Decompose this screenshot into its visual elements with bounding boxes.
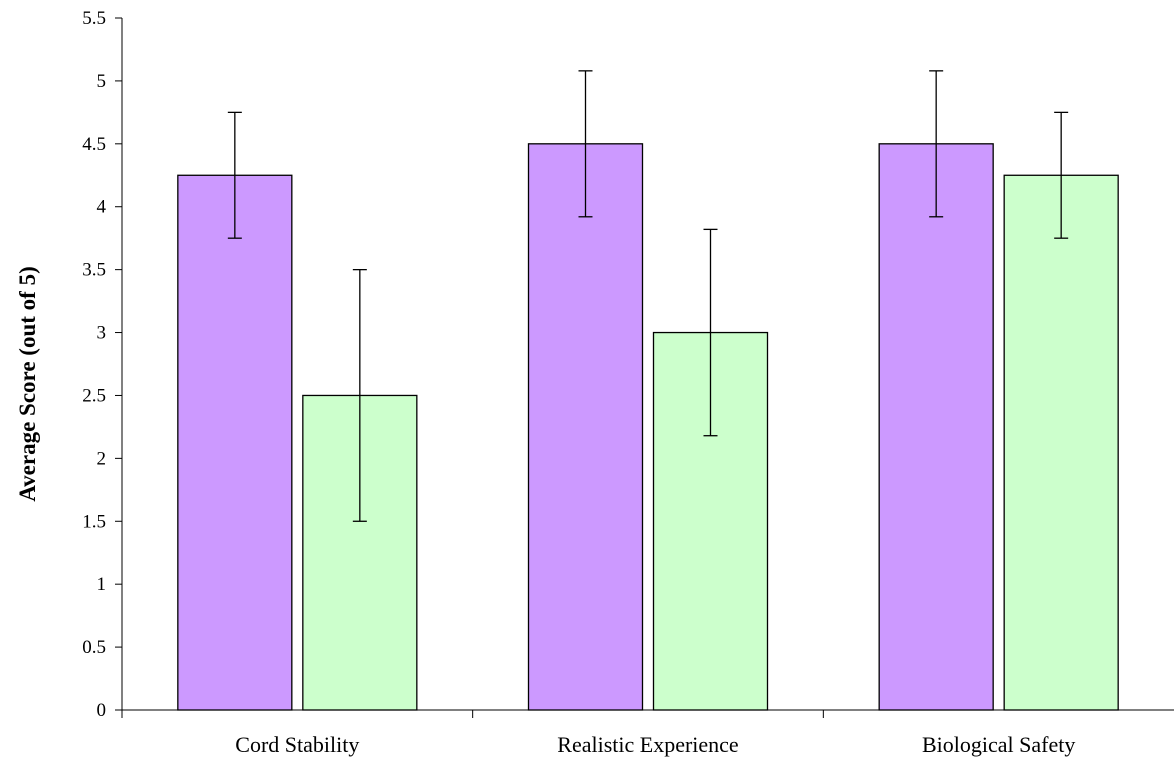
y-tick-label: 5.5 (82, 8, 106, 29)
y-tick-label: 4 (97, 197, 107, 218)
x-ticks-layer: Cord Stability Realistic Experience Biolog… (121, 710, 1075, 757)
y-axis-title: Average Score (out of 5) (15, 266, 40, 501)
bar (527, 143, 644, 711)
y-tick-label: 1 (97, 574, 107, 595)
y-tick-label: 0.5 (82, 637, 106, 658)
x-category-label: Biological Safety (922, 732, 1075, 757)
y-tick-label: 5 (97, 71, 107, 92)
y-tick-label: 2 (97, 448, 107, 469)
x-category-label: Cord Stability (235, 732, 359, 757)
axes-layer (121, 18, 1174, 711)
y-tick-label: 3 (97, 323, 107, 344)
bars-layer (177, 143, 1119, 711)
x-category-label: Realistic Experience (557, 732, 738, 757)
y-tick-label: 2.5 (82, 385, 106, 406)
y-tick-label: 4.5 (82, 134, 106, 155)
y-tick-label: 3.5 (82, 260, 106, 281)
y-ticks-layer: 0 0.5 1 1.5 2 2.5 3 3.5 4 4.5 5 5.5 (82, 8, 122, 721)
bar (1003, 174, 1119, 711)
bar (177, 174, 293, 711)
y-tick-label: 0 (97, 700, 107, 721)
y-tick-label: 1.5 (82, 511, 106, 532)
error-bars-layer (227, 70, 1069, 522)
bar (878, 143, 994, 711)
